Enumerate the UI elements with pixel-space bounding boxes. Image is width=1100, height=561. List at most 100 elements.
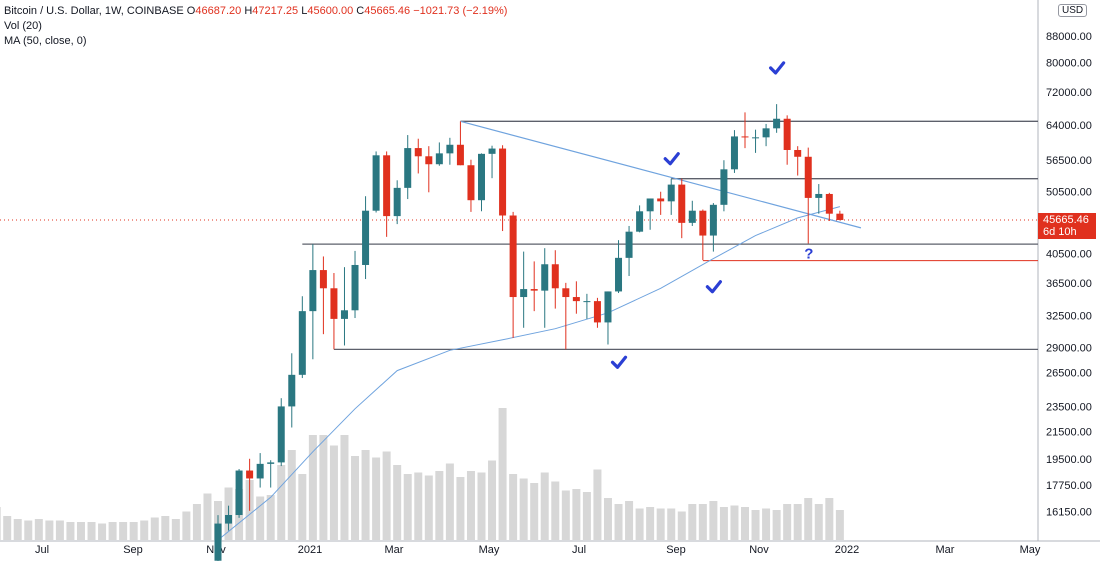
time-tick-label: Nov	[749, 544, 769, 556]
volume-bar	[372, 457, 381, 540]
volume-bar	[55, 520, 64, 540]
candle-body	[456, 144, 464, 166]
candle-body	[604, 291, 612, 323]
candle-body	[277, 406, 285, 463]
candle-body	[699, 210, 707, 236]
volume-bar	[329, 445, 338, 540]
candle-body	[404, 148, 412, 188]
time-tick-label: Mar	[936, 544, 955, 556]
volume-bar	[340, 435, 349, 540]
volume-bar	[688, 504, 697, 540]
candle-body	[340, 310, 348, 319]
candle-body	[646, 198, 654, 212]
candle-body	[478, 153, 485, 201]
legend-ohlc: Bitcoin / U.S. Dollar, 1W, COINBASE O466…	[4, 4, 507, 19]
candle-body	[446, 144, 454, 154]
chart-legend: Bitcoin / U.S. Dollar, 1W, COINBASE O466…	[4, 4, 507, 49]
candle-body	[583, 301, 591, 303]
candle-body	[225, 515, 233, 524]
price-tick-label: 21500.00	[1046, 426, 1092, 438]
price-tick-label: 72000.00	[1046, 87, 1092, 99]
volume-bar	[393, 465, 402, 540]
check-mark-icon	[705, 280, 722, 294]
volume-bar	[614, 504, 623, 540]
currency-label[interactable]: USD	[1058, 4, 1088, 17]
volume-bar	[551, 481, 560, 540]
volume-bar	[519, 478, 528, 540]
volume-bar	[509, 474, 518, 540]
volume-bar	[34, 519, 43, 540]
volume-bar	[656, 508, 665, 540]
candle-body	[509, 215, 517, 298]
volume-bar	[530, 483, 539, 540]
candle-body	[393, 187, 401, 217]
volume-bar	[108, 522, 117, 540]
volume-bar	[76, 522, 85, 540]
volume-bar	[403, 474, 412, 540]
legend-high-label: H	[244, 5, 253, 17]
volume-bar	[266, 495, 275, 540]
legend-open-value: 46687.20	[195, 5, 242, 17]
candle-body	[625, 231, 633, 258]
candle-body	[762, 128, 770, 138]
volume-bar	[762, 508, 771, 540]
volume-bar	[667, 508, 676, 540]
volume-bar	[287, 450, 296, 540]
volume-bar	[13, 519, 22, 540]
price-tick-label: 88000.00	[1046, 31, 1092, 43]
volume-bar	[719, 507, 728, 540]
volume-bar	[382, 451, 391, 540]
candle-body	[383, 155, 391, 217]
volume-bar	[793, 504, 802, 540]
volume-bar	[646, 507, 655, 540]
legend-low-label: L	[301, 5, 308, 17]
volume-bar	[825, 498, 834, 540]
last-price-tag: 45665.46 6d 10h	[1038, 213, 1096, 239]
price-tick-label: 50500.00	[1046, 187, 1092, 199]
legend-symbol: Bitcoin / U.S. Dollar, 1W, COINBASE	[4, 5, 184, 17]
volume-bar	[171, 519, 180, 540]
legend-volume[interactable]: Vol (20)	[4, 20, 42, 32]
volume-bar	[298, 474, 307, 540]
volume-bar	[129, 522, 138, 540]
candle-body	[636, 211, 644, 232]
volume-bar	[540, 472, 549, 540]
legend-moving-average[interactable]: MA (50, close, 0)	[4, 35, 87, 47]
candle-body	[825, 193, 833, 214]
volume-bar	[3, 516, 12, 540]
candle-body	[309, 270, 317, 312]
volume-bar	[572, 489, 581, 540]
candle-body	[541, 264, 549, 291]
volume-bar	[192, 504, 201, 540]
candle-body	[551, 264, 559, 289]
time-tick-label: 2022	[835, 544, 859, 556]
candle-body	[267, 462, 275, 464]
last-price-value: 45665.46	[1043, 214, 1089, 226]
volume-bar	[87, 522, 96, 540]
price-tick-label: 64000.00	[1046, 120, 1092, 132]
candle-body	[362, 210, 370, 265]
candle-body	[520, 289, 528, 298]
time-tick-label: Sep	[666, 544, 686, 556]
candle-body	[615, 257, 623, 292]
volume-bar	[741, 507, 749, 540]
candle-body	[657, 198, 665, 202]
candle-body	[815, 193, 823, 198]
candle-body	[773, 118, 781, 129]
volume-bar	[709, 501, 718, 540]
volume-bar	[635, 508, 644, 540]
volume-bar	[119, 522, 128, 540]
candle-body	[488, 148, 496, 154]
volume-bar	[814, 504, 823, 540]
volume-bar	[456, 477, 465, 540]
candle-body	[783, 118, 791, 150]
volume-bar	[414, 472, 423, 540]
volume-bar	[256, 496, 265, 540]
legend-change: −1021.73 (−2.19%)	[413, 5, 508, 17]
price-tick-label: 23500.00	[1046, 401, 1092, 413]
candle-body	[667, 184, 675, 202]
time-tick-label: Mar	[385, 544, 404, 556]
candle-body	[794, 149, 802, 157]
price-tick-label: 26500.00	[1046, 368, 1092, 380]
